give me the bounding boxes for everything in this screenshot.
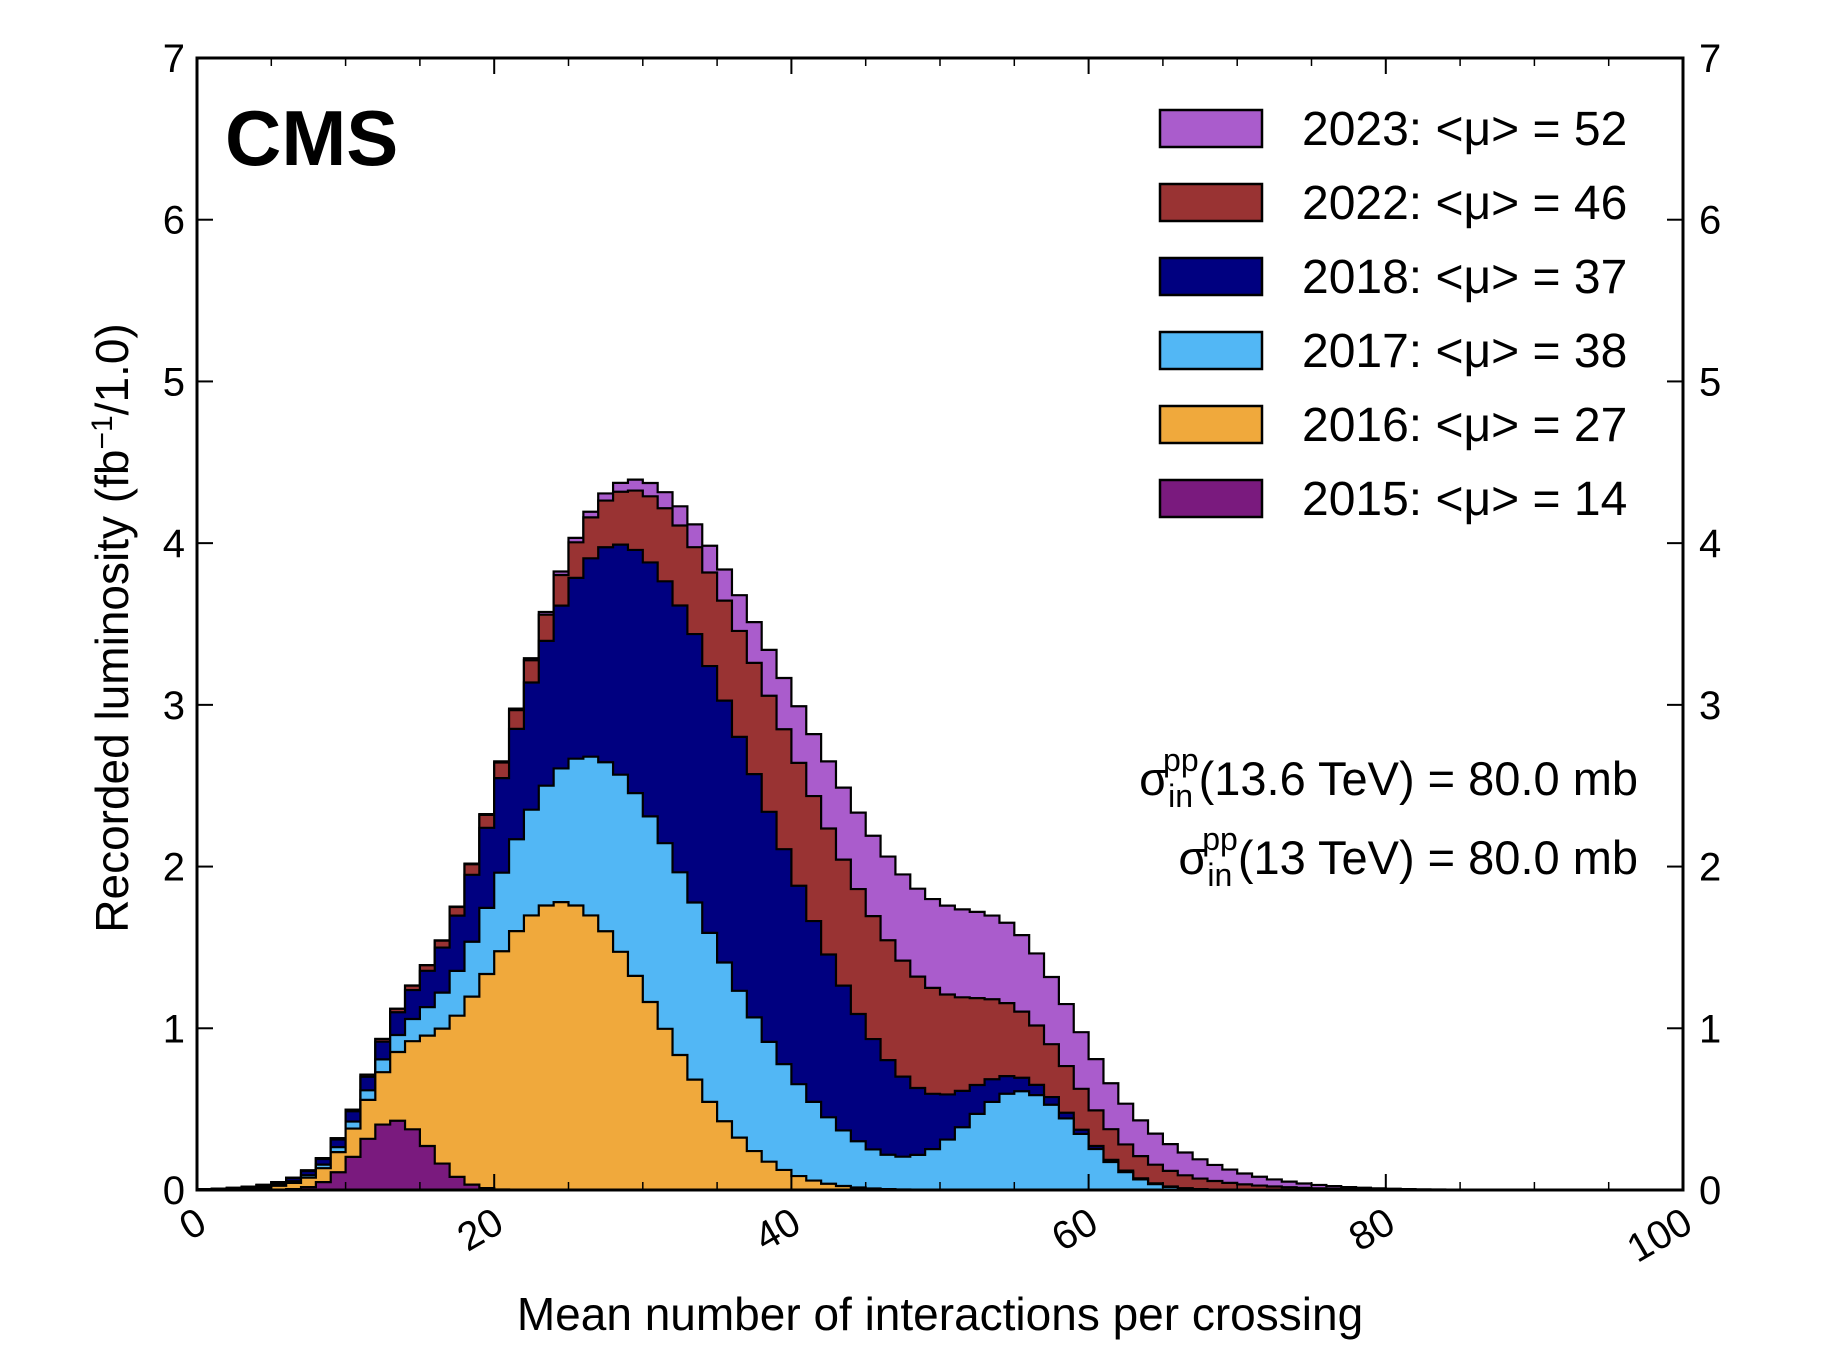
legend-label: 2015: <μ> = 14 [1302, 473, 1627, 526]
legend-label: 2017: <μ> = 38 [1302, 325, 1627, 378]
y-tick-label: 6 [163, 199, 185, 243]
legend-label: 2016: <μ> = 27 [1302, 399, 1627, 452]
y-tick-label-right: 4 [1699, 522, 1721, 566]
legend-swatch [1158, 404, 1264, 445]
y-tick-label-right: 7 [1699, 37, 1721, 81]
y-tick-label-right: 6 [1699, 199, 1721, 243]
y-tick-label: 0 [163, 1169, 185, 1213]
y-tick-label-right: 3 [1699, 684, 1721, 728]
y-tick-label-right: 0 [1699, 1169, 1721, 1213]
y-tick-label: 2 [163, 846, 185, 890]
y-tick-label: 5 [163, 360, 185, 404]
annotation-cross-section-13: σinpp(13 TeV) = 80.0 mb [1178, 821, 1638, 893]
y-tick-label: 4 [163, 522, 185, 566]
legend-swatch [1158, 108, 1264, 149]
y-tick-label-right: 2 [1699, 846, 1721, 890]
legend-swatch [1158, 330, 1264, 371]
y-tick-label: 3 [163, 684, 185, 728]
y-tick-label-right: 1 [1699, 1007, 1721, 1051]
legend-label: 2018: <μ> = 37 [1302, 251, 1627, 304]
y-tick-label: 7 [163, 37, 185, 81]
legend-label: 2023: <μ> = 52 [1302, 103, 1627, 156]
y-axis-title: Recorded luminosity (fb−1/1.0) [86, 323, 138, 932]
y-tick-label: 1 [163, 1007, 185, 1051]
annotation-cross-section-13p6: σinpp(13.6 TeV) = 80.0 mb [1139, 742, 1638, 814]
legend-label: 2022: <μ> = 46 [1302, 177, 1627, 230]
legend-swatch [1158, 182, 1264, 223]
legend-swatch [1158, 478, 1264, 519]
y-tick-label-right: 5 [1699, 360, 1721, 404]
legend-swatch [1158, 256, 1264, 297]
cms-label: CMS [225, 94, 398, 182]
x-axis-title: Mean number of interactions per crossing [517, 1288, 1363, 1340]
legend: 2023: <μ> = 52 2022: <μ> = 46 2018: <μ> = … [1158, 103, 1627, 526]
